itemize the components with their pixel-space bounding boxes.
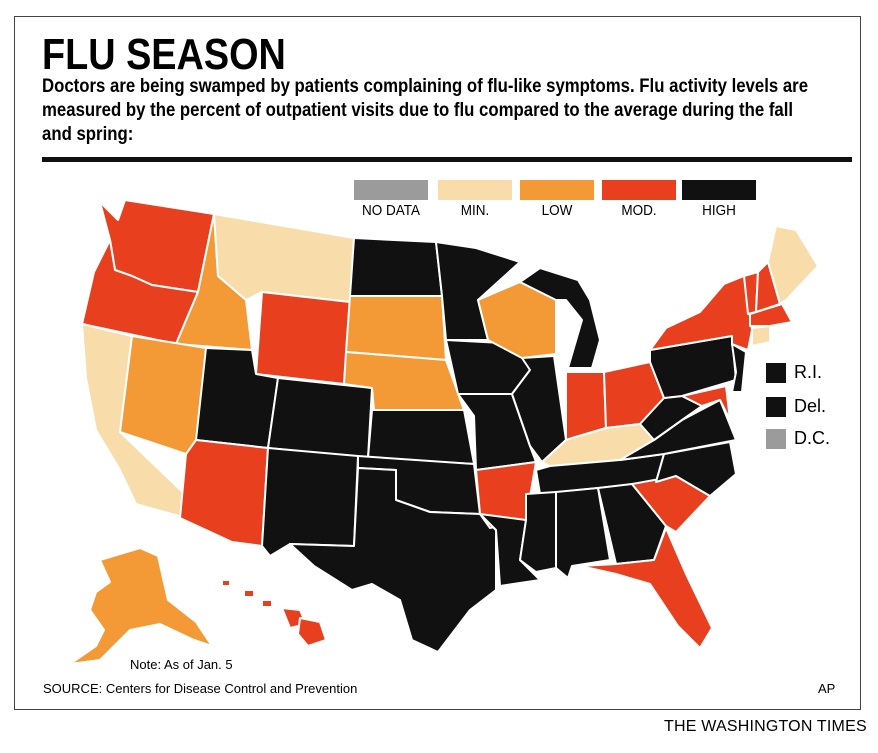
legend-swatch-low [520,180,594,200]
legend-label-min: MIN. [460,202,490,219]
small-state-ri: R.I. [766,362,822,383]
small-state-swatch-de [766,396,786,417]
state-nj [731,343,747,393]
state-sd [345,295,447,361]
small-state-de: Del. [766,396,826,417]
state-ma [749,303,793,327]
small-state-label-ri: R.I. [794,362,823,382]
publisher-credit: THE WASHINGTON TIMES [664,718,867,735]
small-state-swatch-ri [766,362,786,383]
legend-label-low: LOW [541,202,573,219]
legend-swatch-min [438,180,512,200]
state-mt [213,213,355,303]
graphic-frame [14,16,861,710]
title-divider [42,157,852,162]
legend-label-high: HIGH [702,202,736,219]
legend-label-mod: MOD. [621,202,657,219]
state-ms [519,491,557,573]
small-state-swatch-dc [766,428,786,449]
state-wy [255,291,351,385]
legend-item-min: MIN. [438,180,512,219]
legend-item-no-data: NO DATA [354,180,428,219]
legend-item-high: HIGH [682,180,756,219]
graphic-description: Doctors are being swamped by patients co… [42,75,809,145]
state-nd [349,237,443,297]
state-ak [69,547,213,665]
legend-item-low: LOW [520,180,594,219]
state-hi [221,579,327,647]
state-mi [519,267,601,369]
state-fl [579,527,713,649]
state-nm [261,447,359,557]
state-az [179,439,269,547]
state-nv [119,335,207,455]
legend-swatch-mod [602,180,676,200]
graphic-title: FLU SEASON [42,30,286,79]
legend-swatch-no-data [354,180,428,200]
small-state-label-de: Del. [794,396,827,416]
state-tx [289,467,497,653]
state-ks [367,409,475,465]
state-co [267,377,373,459]
note-text: Note: As of Jan. 5 [130,657,233,672]
small-state-label-dc: D.C. [794,428,830,448]
legend-swatch-high [682,180,756,200]
legend-item-mod: MOD. [602,180,676,219]
state-md [681,385,731,421]
state-ct [751,325,771,347]
state-il [511,355,567,463]
legend-label-no-data: NO DATA [361,202,420,219]
small-state-dc: D.C. [766,428,830,449]
source-text: SOURCE: Centers for Disease Control and … [43,681,358,696]
state-ny [649,275,753,351]
agency-credit: AP [818,681,836,696]
